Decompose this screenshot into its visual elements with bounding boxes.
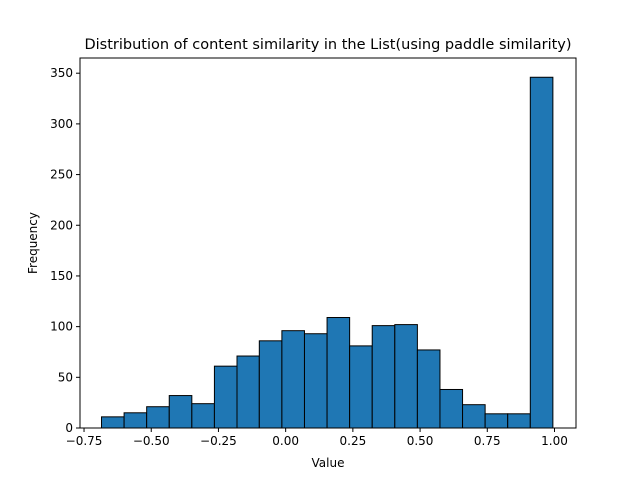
- y-tick-label: 200: [50, 218, 73, 232]
- histogram-bar: [168, 395, 193, 429]
- histogram-bar: [236, 355, 260, 429]
- histogram-bar: [529, 76, 554, 429]
- chart-title: Distribution of content similarity in th…: [84, 37, 571, 53]
- histogram-bar: [191, 403, 215, 429]
- histogram-bar: [101, 416, 125, 429]
- y-tick-label: 250: [50, 168, 73, 182]
- x-tick-label: 0.75: [474, 434, 501, 448]
- x-axis-label: Value: [312, 456, 345, 470]
- histogram-bar: [439, 388, 464, 429]
- histogram-bar: [303, 333, 328, 429]
- x-tick-label: 0.25: [340, 434, 367, 448]
- histogram-bar: [484, 413, 509, 429]
- histogram-bar: [507, 413, 531, 429]
- y-tick-label: 100: [50, 320, 73, 334]
- histogram-bar: [462, 404, 486, 429]
- histogram-bar: [258, 340, 283, 429]
- y-ticks-group: 0 50 100 150 200 250 300 350: [50, 66, 80, 435]
- y-axis-label: Frequency: [26, 212, 40, 274]
- y-tick-label: 300: [50, 117, 73, 131]
- y-tick-label: 50: [58, 370, 73, 384]
- x-tick-label: −0.50: [133, 434, 170, 448]
- histogram-bar: [371, 325, 396, 429]
- histogram-bar: [349, 345, 373, 429]
- bars-group: [101, 76, 554, 429]
- x-tick-label: −0.25: [200, 434, 237, 448]
- x-tick-label: −0.75: [66, 434, 103, 448]
- y-tick-label: 350: [50, 66, 73, 80]
- plot-frame: [79, 57, 577, 429]
- histogram-bar: [213, 365, 238, 429]
- y-tick-label: 0: [65, 421, 73, 435]
- y-tick-label: 150: [50, 269, 73, 283]
- histogram-bar: [394, 324, 418, 429]
- x-tick-label: 0.50: [407, 434, 434, 448]
- histogram-bar: [416, 349, 441, 429]
- histogram-bar: [123, 412, 148, 429]
- histogram-bar: [326, 317, 351, 429]
- histogram-bar: [281, 330, 305, 429]
- x-ticks-group: −0.75 −0.50 −0.25 0.00 0.25 0.50 0.75 1.00: [66, 428, 568, 448]
- x-tick-label: 1.00: [541, 434, 568, 448]
- histogram-bar: [146, 406, 170, 429]
- x-tick-label: 0.00: [272, 434, 299, 448]
